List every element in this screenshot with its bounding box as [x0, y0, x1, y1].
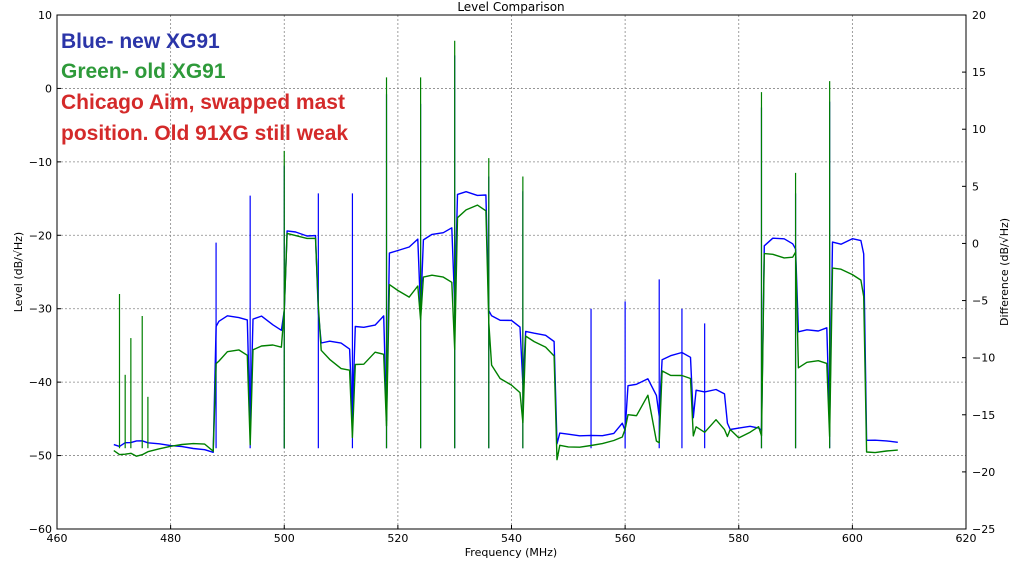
- y-tick-label: −20: [29, 229, 52, 242]
- annotation-note-line-2: position. Old 91XG still weak: [61, 122, 348, 145]
- y-right-tick-label: −20: [972, 466, 995, 479]
- x-tick-label: 460: [47, 532, 68, 545]
- annotation-blue-legend: Blue- new XG91: [61, 30, 220, 53]
- y-right-tick-label: 20: [972, 9, 986, 22]
- y-right-tick-label: 5: [972, 180, 979, 193]
- y-tick-label: −40: [29, 376, 52, 389]
- x-tick-label: 560: [615, 532, 636, 545]
- y-right-tick-label: −10: [972, 352, 995, 365]
- plot-series: [113, 40, 898, 461]
- x-tick-label: 540: [501, 532, 522, 545]
- y-tick-label: 0: [45, 82, 52, 95]
- y-tick-label: −30: [29, 303, 52, 316]
- annotation-green-legend: Green- old XG91: [61, 60, 226, 83]
- y-axis-label-right: Difference (dB/√Hz): [998, 218, 1011, 326]
- y-axis-label: Level (dB/√Hz): [12, 232, 25, 312]
- y-tick-label: −10: [29, 156, 52, 169]
- y-right-tick-label: −15: [972, 409, 995, 422]
- y-tick-label: −50: [29, 450, 52, 463]
- y-right-tick-label: 0: [972, 237, 979, 250]
- y-tick-label: 10: [38, 9, 52, 22]
- x-tick-label: 580: [728, 532, 749, 545]
- series-line-green: [113, 204, 898, 461]
- y-tick-label: −60: [29, 523, 52, 536]
- axis-ticks: 460 480 500 520 540 560 580 600 620100−10−20−30−…: [29, 9, 995, 545]
- x-axis-label: Frequency (MHz): [465, 546, 557, 559]
- chart-title: Level Comparison: [457, 0, 564, 14]
- x-tick-label: 520: [387, 532, 408, 545]
- y-right-tick-label: 15: [972, 66, 986, 79]
- y-right-tick-label: 10: [972, 123, 986, 136]
- annotation-note-line-1: Chicago Aim, swapped mast: [61, 91, 345, 114]
- grid-lines: [57, 15, 966, 529]
- x-tick-label: 620: [956, 532, 977, 545]
- x-tick-label: 500: [274, 532, 295, 545]
- y-right-tick-label: −5: [972, 295, 988, 308]
- y-right-tick-label: −25: [972, 523, 995, 536]
- x-tick-label: 480: [160, 532, 181, 545]
- x-tick-label: 600: [842, 532, 863, 545]
- annotation-block: Blue- new XG91 Green- old XG91 Chicago A…: [61, 30, 348, 145]
- series-line-blue: [113, 191, 898, 453]
